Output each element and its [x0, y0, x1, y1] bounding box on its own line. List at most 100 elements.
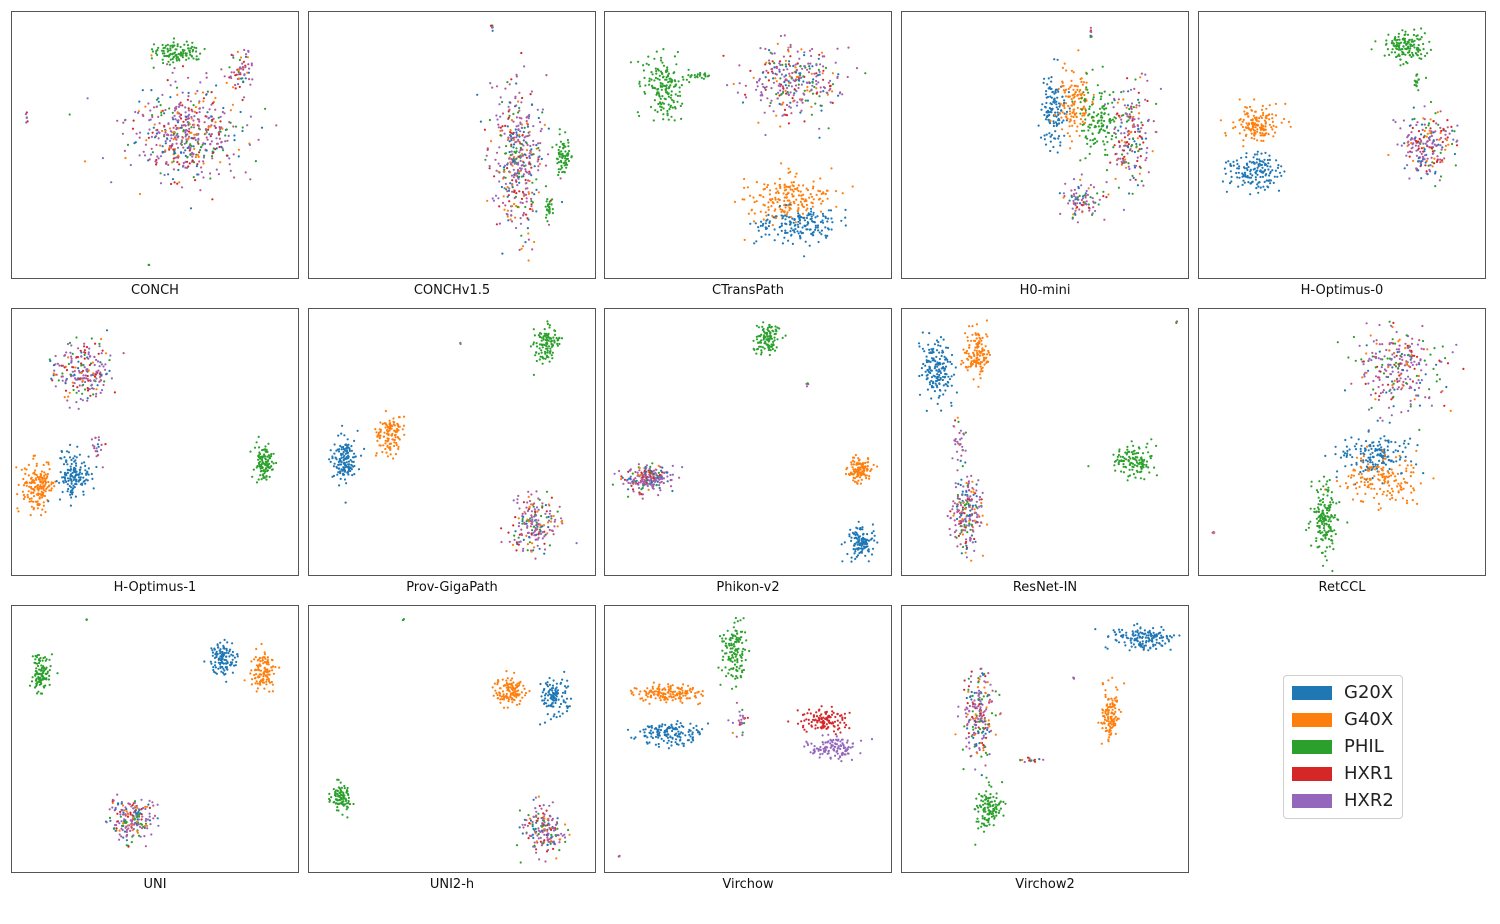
scatter-point	[1430, 131, 1434, 134]
scatter-point	[386, 455, 389, 458]
scatter-point	[546, 532, 549, 535]
scatter-point	[531, 208, 534, 211]
scatter-point	[172, 168, 175, 171]
scatter-point	[550, 529, 554, 532]
scatter-point	[670, 94, 673, 97]
scatter-point	[79, 466, 82, 469]
scatter-point	[1385, 39, 1388, 42]
scatter-point	[545, 516, 548, 519]
scatter-point	[1426, 52, 1429, 55]
scatter-point	[752, 339, 755, 342]
scatter-point	[1123, 136, 1127, 139]
scatter-point	[518, 106, 521, 110]
scatter-point	[797, 207, 800, 210]
scatter-point	[178, 112, 181, 115]
scatter-point	[1059, 102, 1062, 105]
scatter-point	[84, 374, 87, 377]
scatter-point	[168, 148, 171, 151]
scatter-point	[175, 105, 178, 108]
scatter-point	[1103, 107, 1106, 110]
scatter-point	[508, 540, 511, 543]
scatter-point	[1262, 171, 1265, 174]
scatter-point	[154, 160, 157, 163]
scatter-point	[237, 68, 240, 72]
scatter-point	[528, 170, 531, 173]
scatter-point	[149, 109, 152, 112]
scatter-point	[808, 196, 811, 199]
scatter-point	[219, 120, 222, 123]
scatter-point	[762, 338, 765, 341]
scatter-point	[822, 65, 825, 68]
scatter-point	[1446, 136, 1449, 139]
scatter-point	[1113, 99, 1116, 102]
scatter-point	[209, 143, 212, 146]
scatter-point	[349, 469, 352, 473]
scatter-point	[42, 504, 45, 507]
scatter-point	[1138, 104, 1141, 107]
scatter-point	[787, 84, 790, 87]
scatter-point	[511, 186, 514, 189]
scatter-point	[536, 510, 539, 513]
scatter-point	[792, 229, 795, 232]
scatter-point	[662, 118, 665, 121]
scatter-point	[62, 480, 65, 483]
scatter-point	[520, 101, 523, 104]
scatter-point	[519, 142, 522, 145]
scatter-point	[560, 150, 563, 153]
scatter-point	[788, 72, 791, 75]
scatter-point	[1079, 88, 1082, 92]
scatter-point	[770, 99, 773, 102]
scatter-point	[826, 227, 830, 230]
scatter-point	[803, 93, 806, 96]
scatter-point	[1255, 187, 1258, 190]
scatter-point	[809, 213, 812, 216]
scatter-point	[70, 359, 73, 362]
scatter-point	[95, 388, 98, 391]
scatter-point	[255, 481, 259, 484]
scatter-point	[503, 170, 506, 173]
scatter-point	[831, 83, 835, 86]
scatter-point	[669, 84, 672, 87]
scatter-point	[1048, 132, 1051, 135]
panel-frame	[604, 11, 892, 279]
scatter-point	[531, 522, 534, 526]
scatter-point	[83, 353, 86, 356]
scatter-point	[1116, 101, 1119, 104]
scatter-point	[1431, 152, 1434, 155]
scatter-point	[209, 177, 212, 180]
scatter-point	[337, 463, 340, 466]
scatter-point	[159, 155, 163, 158]
scatter-point	[795, 90, 798, 93]
scatter-point	[240, 77, 243, 80]
scatter-point	[166, 50, 169, 53]
scatter-point	[510, 214, 513, 217]
scatter-point	[514, 216, 517, 219]
scatter-point	[523, 153, 526, 156]
scatter-point	[793, 231, 796, 234]
scatter-point	[784, 214, 787, 217]
scatter-point	[508, 114, 511, 117]
scatter-point	[771, 52, 774, 55]
scatter-point	[504, 182, 507, 185]
scatter-point	[176, 146, 180, 149]
scatter-point	[811, 234, 814, 237]
cluster-g40x	[733, 162, 854, 241]
scatter-point	[381, 422, 384, 426]
scatter-point	[47, 463, 50, 466]
scatter-point	[84, 464, 87, 467]
scatter-point	[1453, 152, 1456, 156]
panel-phikon-v2: Phikon-v2	[604, 308, 892, 595]
scatter-point	[24, 482, 27, 485]
scatter-point	[187, 76, 190, 79]
scatter-point	[343, 434, 346, 437]
scatter-point	[1072, 178, 1076, 181]
scatter-point	[32, 508, 35, 511]
panel-frame	[308, 11, 596, 279]
scatter-point	[1252, 168, 1255, 171]
scatter-point	[1438, 138, 1441, 141]
scatter-point	[824, 226, 827, 229]
scatter-point	[204, 132, 207, 135]
scatter-point	[1423, 105, 1426, 108]
scatter-point	[498, 222, 501, 225]
scatter-point	[781, 336, 784, 339]
